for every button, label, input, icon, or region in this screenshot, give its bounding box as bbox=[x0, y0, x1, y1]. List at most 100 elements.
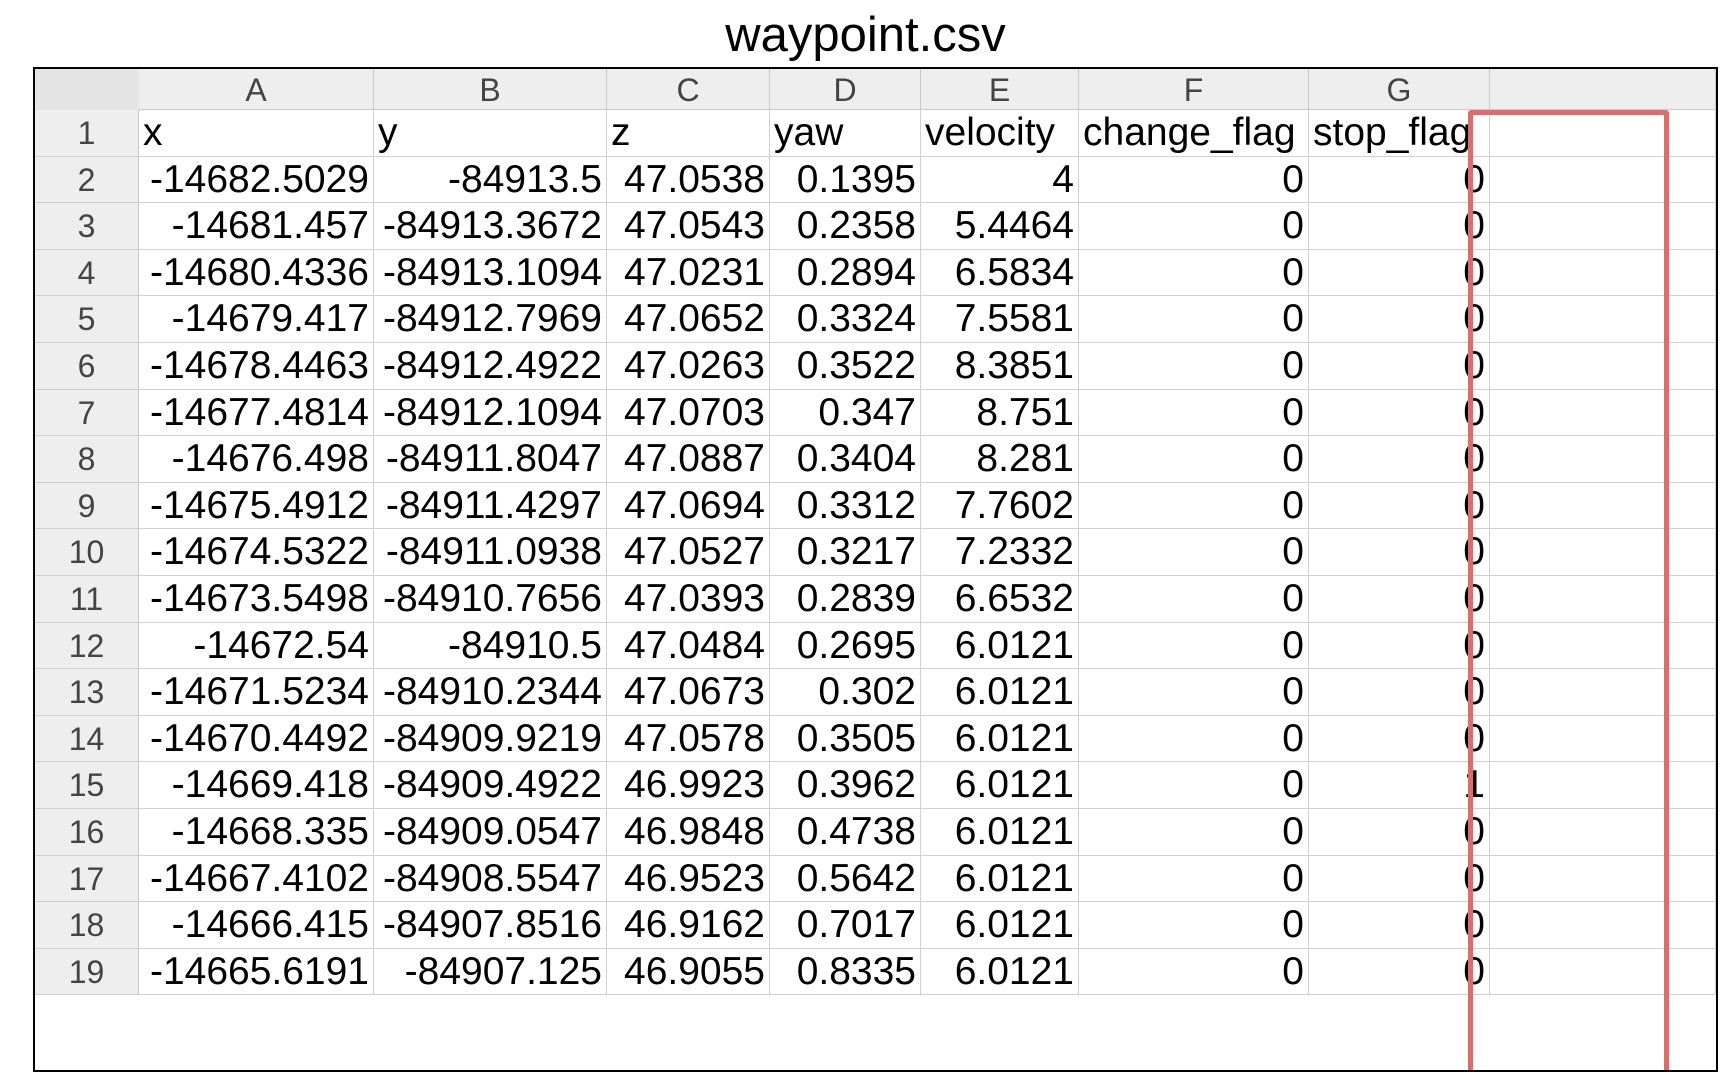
cell-h15[interactable] bbox=[1490, 762, 1716, 809]
column-header-f[interactable]: F bbox=[1079, 69, 1309, 110]
cell-f10[interactable]: 0 bbox=[1079, 529, 1309, 576]
cell-e18[interactable]: 6.0121 bbox=[921, 902, 1079, 949]
cell-h2[interactable] bbox=[1490, 156, 1716, 204]
cell-f2[interactable]: 0 bbox=[1079, 156, 1309, 204]
cell-h9[interactable] bbox=[1490, 482, 1716, 530]
cell-a15[interactable]: -14669.418 bbox=[139, 762, 374, 809]
cell-a13[interactable]: -14671.5234 bbox=[139, 669, 374, 716]
cell-g15[interactable]: 1 bbox=[1309, 762, 1490, 809]
cell-h6[interactable] bbox=[1490, 343, 1716, 390]
row-header-6[interactable]: 6 bbox=[35, 343, 139, 390]
cell-b6[interactable]: -84912.4922 bbox=[374, 343, 607, 390]
row-header-13[interactable]: 13 bbox=[35, 669, 139, 716]
cell-c14[interactable]: 47.0578 bbox=[607, 715, 770, 763]
cell-f1[interactable]: change_flag bbox=[1079, 110, 1309, 157]
cell-b9[interactable]: -84911.4297 bbox=[374, 482, 607, 530]
cell-d9[interactable]: 0.3312 bbox=[770, 482, 921, 530]
row-header-9[interactable]: 9 bbox=[35, 482, 139, 530]
cell-e19[interactable]: 6.0121 bbox=[921, 948, 1079, 996]
cell-g6[interactable]: 0 bbox=[1309, 343, 1490, 390]
cell-c1[interactable]: z bbox=[607, 110, 770, 157]
cell-a7[interactable]: -14677.4814 bbox=[139, 389, 374, 437]
cell-h3[interactable] bbox=[1490, 203, 1716, 250]
cell-h5[interactable] bbox=[1490, 296, 1716, 343]
cell-a9[interactable]: -14675.4912 bbox=[139, 482, 374, 530]
cell-h16[interactable] bbox=[1490, 809, 1716, 856]
cell-d18[interactable]: 0.7017 bbox=[770, 902, 921, 949]
cell-a2[interactable]: -14682.5029 bbox=[139, 156, 374, 204]
cell-e14[interactable]: 6.0121 bbox=[921, 715, 1079, 763]
cell-b1[interactable]: y bbox=[374, 110, 607, 157]
cell-b12[interactable]: -84910.5 bbox=[374, 622, 607, 670]
cell-e5[interactable]: 7.5581 bbox=[921, 296, 1079, 343]
cell-f19[interactable]: 0 bbox=[1079, 948, 1309, 996]
cell-g3[interactable]: 0 bbox=[1309, 203, 1490, 250]
cell-d10[interactable]: 0.3217 bbox=[770, 529, 921, 576]
row-header-1[interactable]: 1 bbox=[35, 110, 139, 157]
column-header-a[interactable]: A bbox=[139, 69, 374, 110]
column-header-c[interactable]: C bbox=[607, 69, 770, 110]
cell-f17[interactable]: 0 bbox=[1079, 855, 1309, 903]
cell-b4[interactable]: -84913.1094 bbox=[374, 249, 607, 297]
cell-e9[interactable]: 7.7602 bbox=[921, 482, 1079, 530]
cell-f3[interactable]: 0 bbox=[1079, 203, 1309, 250]
cell-e3[interactable]: 5.4464 bbox=[921, 203, 1079, 250]
cell-f8[interactable]: 0 bbox=[1079, 436, 1309, 483]
cell-b8[interactable]: -84911.8047 bbox=[374, 436, 607, 483]
cell-c17[interactable]: 46.9523 bbox=[607, 855, 770, 903]
cell-h10[interactable] bbox=[1490, 529, 1716, 576]
row-header-14[interactable]: 14 bbox=[35, 715, 139, 763]
cell-f7[interactable]: 0 bbox=[1079, 389, 1309, 437]
cell-e10[interactable]: 7.2332 bbox=[921, 529, 1079, 576]
cell-c12[interactable]: 47.0484 bbox=[607, 622, 770, 670]
cell-h13[interactable] bbox=[1490, 669, 1716, 716]
cell-h4[interactable] bbox=[1490, 249, 1716, 297]
row-header-4[interactable]: 4 bbox=[35, 249, 139, 297]
cell-f15[interactable]: 0 bbox=[1079, 762, 1309, 809]
row-header-19[interactable]: 19 bbox=[35, 948, 139, 996]
cell-e4[interactable]: 6.5834 bbox=[921, 249, 1079, 297]
column-header-e[interactable]: E bbox=[921, 69, 1079, 110]
cell-a12[interactable]: -14672.54 bbox=[139, 622, 374, 670]
cell-c10[interactable]: 47.0527 bbox=[607, 529, 770, 576]
cell-h11[interactable] bbox=[1490, 576, 1716, 623]
cell-c11[interactable]: 47.0393 bbox=[607, 576, 770, 623]
cell-f13[interactable]: 0 bbox=[1079, 669, 1309, 716]
cell-e17[interactable]: 6.0121 bbox=[921, 855, 1079, 903]
row-header-15[interactable]: 15 bbox=[35, 762, 139, 809]
cell-d1[interactable]: yaw bbox=[770, 110, 921, 157]
cell-e13[interactable]: 6.0121 bbox=[921, 669, 1079, 716]
cell-h14[interactable] bbox=[1490, 715, 1716, 763]
cell-e8[interactable]: 8.281 bbox=[921, 436, 1079, 483]
cell-g13[interactable]: 0 bbox=[1309, 669, 1490, 716]
cell-f9[interactable]: 0 bbox=[1079, 482, 1309, 530]
cell-c3[interactable]: 47.0543 bbox=[607, 203, 770, 250]
cell-g1[interactable]: stop_flag bbox=[1309, 110, 1490, 157]
cell-c9[interactable]: 47.0694 bbox=[607, 482, 770, 530]
cell-a10[interactable]: -14674.5322 bbox=[139, 529, 374, 576]
column-header-b[interactable]: B bbox=[374, 69, 607, 110]
cell-b2[interactable]: -84913.5 bbox=[374, 156, 607, 204]
cell-g19[interactable]: 0 bbox=[1309, 948, 1490, 996]
cell-h8[interactable] bbox=[1490, 436, 1716, 483]
cell-f5[interactable]: 0 bbox=[1079, 296, 1309, 343]
cell-a16[interactable]: -14668.335 bbox=[139, 809, 374, 856]
cell-g7[interactable]: 0 bbox=[1309, 389, 1490, 437]
cell-c8[interactable]: 47.0887 bbox=[607, 436, 770, 483]
cell-e12[interactable]: 6.0121 bbox=[921, 622, 1079, 670]
cell-c13[interactable]: 47.0673 bbox=[607, 669, 770, 716]
cell-b10[interactable]: -84911.0938 bbox=[374, 529, 607, 576]
cell-d12[interactable]: 0.2695 bbox=[770, 622, 921, 670]
cell-b14[interactable]: -84909.9219 bbox=[374, 715, 607, 763]
cell-f4[interactable]: 0 bbox=[1079, 249, 1309, 297]
cell-g11[interactable]: 0 bbox=[1309, 576, 1490, 623]
cell-c18[interactable]: 46.9162 bbox=[607, 902, 770, 949]
column-header-h[interactable] bbox=[1490, 69, 1716, 110]
cell-e16[interactable]: 6.0121 bbox=[921, 809, 1079, 856]
row-header-10[interactable]: 10 bbox=[35, 529, 139, 576]
cell-a14[interactable]: -14670.4492 bbox=[139, 715, 374, 763]
cell-d4[interactable]: 0.2894 bbox=[770, 249, 921, 297]
cell-h12[interactable] bbox=[1490, 622, 1716, 670]
cell-h1[interactable] bbox=[1490, 110, 1716, 157]
cell-d7[interactable]: 0.347 bbox=[770, 389, 921, 437]
